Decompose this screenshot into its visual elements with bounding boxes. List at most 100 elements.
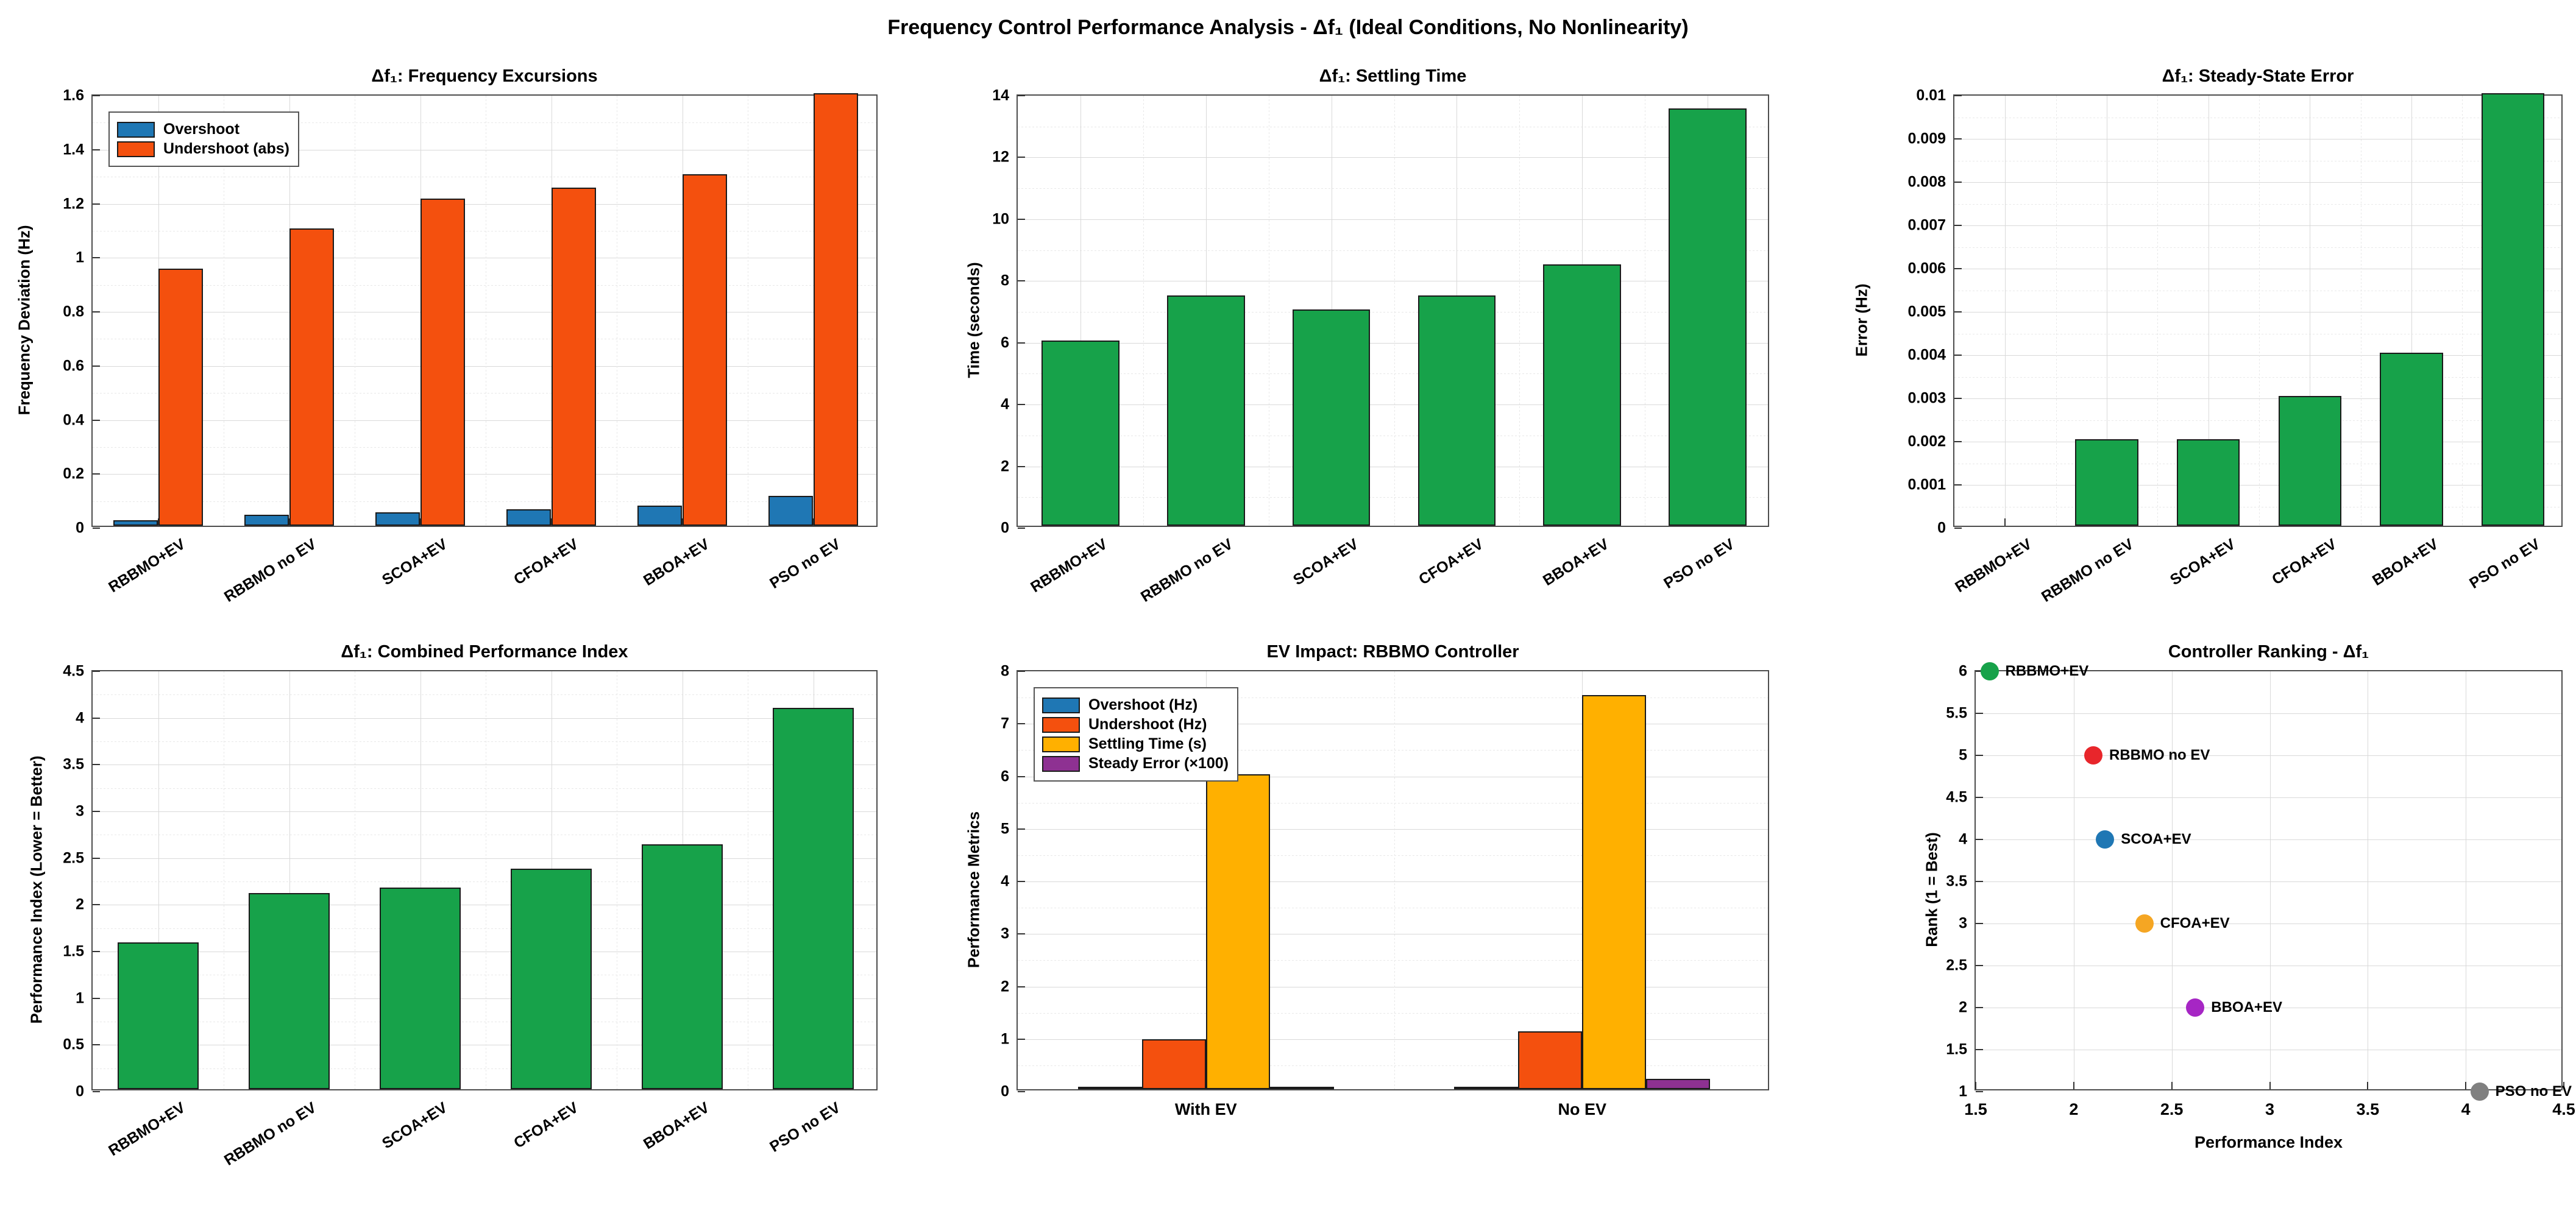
- gridline-horizontal: [1954, 312, 2561, 313]
- legend-swatch: [1042, 716, 1080, 733]
- gridline-vertical: [289, 671, 290, 1089]
- y-tick-mark: [1018, 1038, 1025, 1040]
- y-tick-mark: [1018, 528, 1025, 529]
- y-tick-label: 5: [1959, 746, 1967, 764]
- y-tick-mark: [1018, 881, 1025, 882]
- y-tick-label: 1.6: [63, 87, 84, 104]
- bar: [1077, 1087, 1142, 1089]
- bar: [1582, 695, 1647, 1089]
- gridline-minor-horizontal: [93, 393, 876, 394]
- y-tick-label: 1.5: [1946, 1040, 1967, 1058]
- y-tick-mark: [1018, 986, 1025, 987]
- gridline-horizontal: [93, 203, 876, 205]
- legend-swatch: [1042, 755, 1080, 772]
- chart-title: Δf₁: Frequency Excursions: [371, 66, 598, 86]
- gridline-horizontal: [1976, 755, 2561, 756]
- y-tick-mark: [93, 1044, 100, 1046]
- gridline-minor-horizontal: [93, 501, 876, 502]
- gridline-horizontal: [93, 998, 876, 999]
- y-tick-label: 6: [1001, 768, 1009, 785]
- x-tick-label: RBBMO no EV: [2038, 535, 2137, 606]
- y-tick-label: 2.5: [1946, 956, 1967, 974]
- y-tick-label: 0.01: [1916, 87, 1946, 104]
- x-tick-label: SCOA+EV: [1290, 535, 1361, 589]
- legend-label: Steady Error (×100): [1088, 755, 1229, 772]
- legend-swatch: [1042, 736, 1080, 752]
- y-tick-label: 0: [1001, 1082, 1009, 1100]
- y-tick-mark: [1976, 881, 1983, 882]
- y-tick-mark: [1976, 1091, 1983, 1092]
- y-tick-label: 0.001: [1907, 476, 1946, 493]
- legend-swatch: [117, 121, 155, 138]
- y-tick-label: 0.6: [63, 357, 84, 375]
- bar: [113, 520, 158, 526]
- y-tick-mark: [1976, 965, 1983, 966]
- y-tick-mark: [93, 951, 100, 952]
- gridline-minor-horizontal: [1018, 855, 1768, 856]
- gridline-minor-horizontal: [93, 284, 876, 286]
- x-tick-label: PSO no EV: [766, 1099, 843, 1156]
- gridline-minor-vertical: [2259, 96, 2260, 526]
- chart-legend: Overshoot (Hz) Undershoot (Hz) Settling Ti…: [1034, 687, 1238, 782]
- chart-panel-settling-time: Δf₁: Settling Time 0 2 4 6 8 10 12 14 RBBMO+EV RB…: [965, 66, 1769, 606]
- gridline-minor-vertical: [2056, 96, 2057, 526]
- y-tick-label: 8: [1001, 272, 1009, 289]
- y-axis-label: Error (Hz): [1852, 283, 1871, 357]
- x-tick-mark: [2171, 1082, 2173, 1089]
- gridline-horizontal: [93, 811, 876, 812]
- x-tick-label: RBBMO no EV: [221, 535, 319, 606]
- x-tick-label: BBOA+EV: [640, 535, 712, 590]
- gridline-vertical: [158, 671, 159, 1089]
- y-tick-mark: [1018, 342, 1025, 344]
- bar: [379, 887, 461, 1089]
- gridline-horizontal: [1954, 225, 2561, 226]
- y-tick-mark: [1018, 95, 1025, 96]
- chart-panel-ev-impact: EV Impact: RBBMO Controller 0 1 2 3 4 5 6 7 8 Wit…: [965, 642, 1769, 1118]
- bar: [1669, 108, 1747, 526]
- y-tick-mark: [1018, 280, 1025, 282]
- y-tick-mark: [1018, 157, 1025, 158]
- bar: [637, 505, 683, 526]
- y-tick-label: 4: [1001, 395, 1009, 413]
- gridline-horizontal: [1976, 713, 2561, 714]
- bar: [289, 228, 334, 526]
- x-tick-label: 3: [2265, 1100, 2275, 1118]
- x-tick-label: CFOA+EV: [510, 535, 581, 588]
- scatter-point: [2135, 914, 2154, 933]
- x-axis-label: Performance Index: [2194, 1133, 2343, 1151]
- bar: [158, 269, 203, 526]
- x-tick-label: RBBMO+EV: [1952, 535, 2035, 596]
- gridline-minor-horizontal: [1018, 250, 1768, 251]
- bar: [248, 893, 330, 1089]
- gridline-minor-horizontal: [93, 1068, 876, 1069]
- gridline-horizontal: [93, 718, 876, 719]
- x-tick-mark: [2563, 1082, 2564, 1089]
- plot-area: 0 1 2 3 4 5 6 7 8 With EV No EV Overshoot (Hz) Under…: [1001, 663, 1769, 1118]
- y-tick-mark: [93, 419, 100, 421]
- x-tick-label: RBBMO no EV: [221, 1099, 319, 1170]
- y-tick-label: 4: [76, 709, 84, 727]
- x-tick-label: 2.5: [2160, 1100, 2184, 1118]
- chart-title: Δf₁: Settling Time: [1319, 66, 1467, 86]
- gridline-horizontal: [93, 366, 876, 367]
- gridline-horizontal: [1954, 139, 2561, 140]
- y-tick-mark: [93, 857, 100, 859]
- y-tick-mark: [1976, 839, 1983, 840]
- y-tick-mark: [1954, 398, 1962, 399]
- gridline-horizontal: [1018, 404, 1768, 406]
- gridline-horizontal: [1954, 485, 2561, 486]
- legend-swatch: [117, 141, 155, 157]
- y-tick-label: 1.4: [63, 141, 84, 158]
- gridline-horizontal: [1954, 398, 2561, 399]
- gridline-vertical: [2269, 671, 2271, 1089]
- gridline-minor-horizontal: [93, 928, 876, 929]
- y-tick-mark: [1954, 182, 1962, 183]
- bar: [2380, 353, 2443, 526]
- legend-label: Undershoot (Hz): [1088, 716, 1207, 733]
- x-tick-label: PSO no EV: [1661, 535, 1737, 592]
- x-tick-label: CFOA+EV: [1416, 535, 1487, 588]
- y-tick-mark: [1954, 311, 1962, 313]
- gridline-vertical: [2005, 96, 2006, 526]
- gridline-minor-horizontal: [1018, 1065, 1768, 1066]
- bar: [641, 844, 723, 1089]
